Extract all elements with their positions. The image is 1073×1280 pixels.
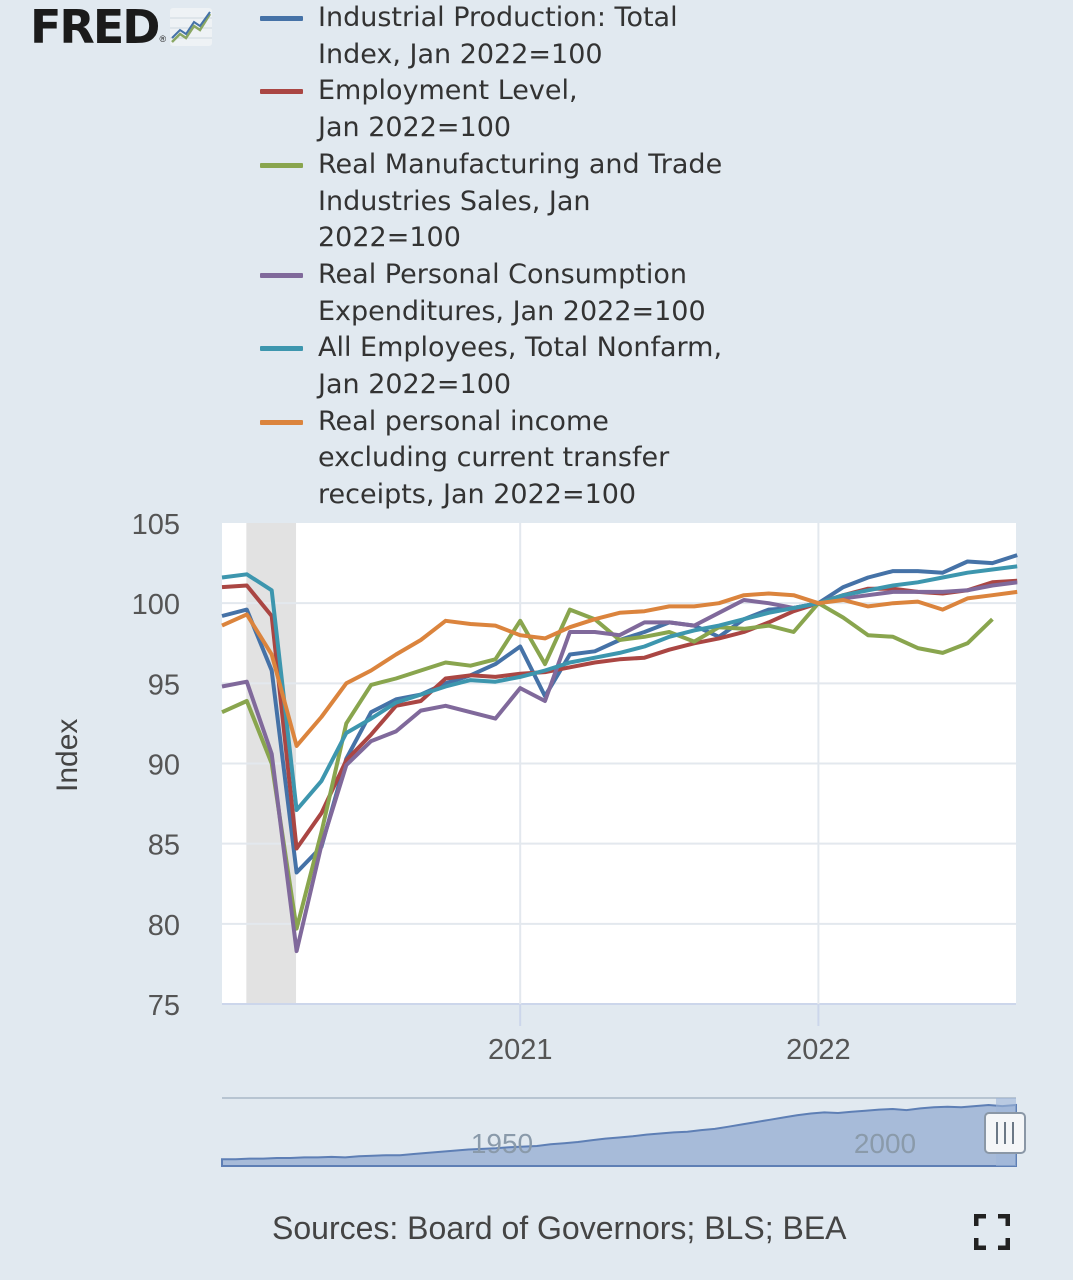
series-line[interactable] — [221, 564, 1018, 812]
y-axis-title: Index — [51, 718, 84, 792]
navigator-tick-label: 2000 — [854, 1128, 916, 1159]
line-chart-icon — [170, 8, 213, 51]
y-tick-label: 90 — [148, 750, 180, 782]
range-navigator[interactable]: 1950 2000 — [221, 1097, 1026, 1167]
y-tick-label: 100 — [132, 589, 180, 621]
y-tick-label: 80 — [148, 910, 180, 942]
navigator-tick-label: 1950 — [471, 1128, 533, 1159]
chart: 105 100 95 90 85 80 75 2021 2022 1950 2000 — [132, 509, 1026, 1167]
legend-item[interactable]: Real Personal Consumption Expenditures, … — [258, 257, 728, 330]
legend-swatch — [260, 16, 303, 21]
fred-logo[interactable]: FRED ® — [30, 0, 213, 54]
y-axis-ticks: 105 100 95 90 85 80 75 — [132, 509, 180, 1022]
x-tick-label: 2021 — [488, 1034, 553, 1066]
legend-item[interactable]: Real personal income excluding current t… — [258, 404, 728, 514]
legend-swatch — [260, 419, 303, 425]
legend-item[interactable]: Industrial Production: Total Index, Jan … — [258, 0, 728, 73]
fred-logo-text: FRED — [30, 0, 160, 54]
series-line[interactable] — [221, 580, 1018, 954]
grip-handle-icon[interactable] — [984, 1112, 1026, 1154]
y-tick-label: 75 — [148, 990, 180, 1022]
source-note: Sources: Board of Governors; BLS; BEA — [272, 1210, 847, 1246]
legend-swatch — [260, 346, 303, 352]
legend-label: Real Personal Consumption Expenditures, … — [318, 258, 706, 327]
legend-label: All Employees, Total Nonfarm, Jan 2022=1… — [318, 332, 723, 401]
registered-mark: ® — [159, 34, 167, 44]
legend-swatch — [260, 162, 303, 168]
series-line[interactable] — [221, 589, 1018, 748]
legend-swatch — [260, 272, 303, 278]
chart-legend: Industrial Production: Total Index, Jan … — [258, 0, 728, 514]
y-tick-label: 105 — [132, 509, 180, 541]
legend-label: Real Manufacturing and Trade Industries … — [318, 148, 723, 254]
legend-label: Real personal income excluding current t… — [318, 405, 670, 511]
fullscreen-icon[interactable] — [973, 1213, 1011, 1251]
navigator-series-area — [221, 1103, 1017, 1167]
x-axis-ticks: 2021 2022 — [488, 1004, 851, 1066]
legend-item[interactable]: All Employees, Total Nonfarm, Jan 2022=1… — [258, 330, 728, 403]
legend-label: Industrial Production: Total Index, Jan … — [318, 2, 678, 70]
y-tick-label: 85 — [148, 830, 180, 862]
legend-item[interactable]: Real Manufacturing and Trade Industries … — [258, 147, 728, 257]
series-lines — [221, 553, 1018, 954]
legend-swatch — [260, 89, 303, 95]
grid-lines — [222, 523, 1016, 1026]
legend-item[interactable]: Employment Level, Jan 2022=100 — [258, 73, 728, 146]
legend-label: Employment Level, Jan 2022=100 — [318, 75, 578, 144]
x-tick-label: 2022 — [786, 1034, 851, 1066]
y-tick-label: 95 — [148, 669, 180, 701]
series-line[interactable] — [221, 601, 994, 931]
